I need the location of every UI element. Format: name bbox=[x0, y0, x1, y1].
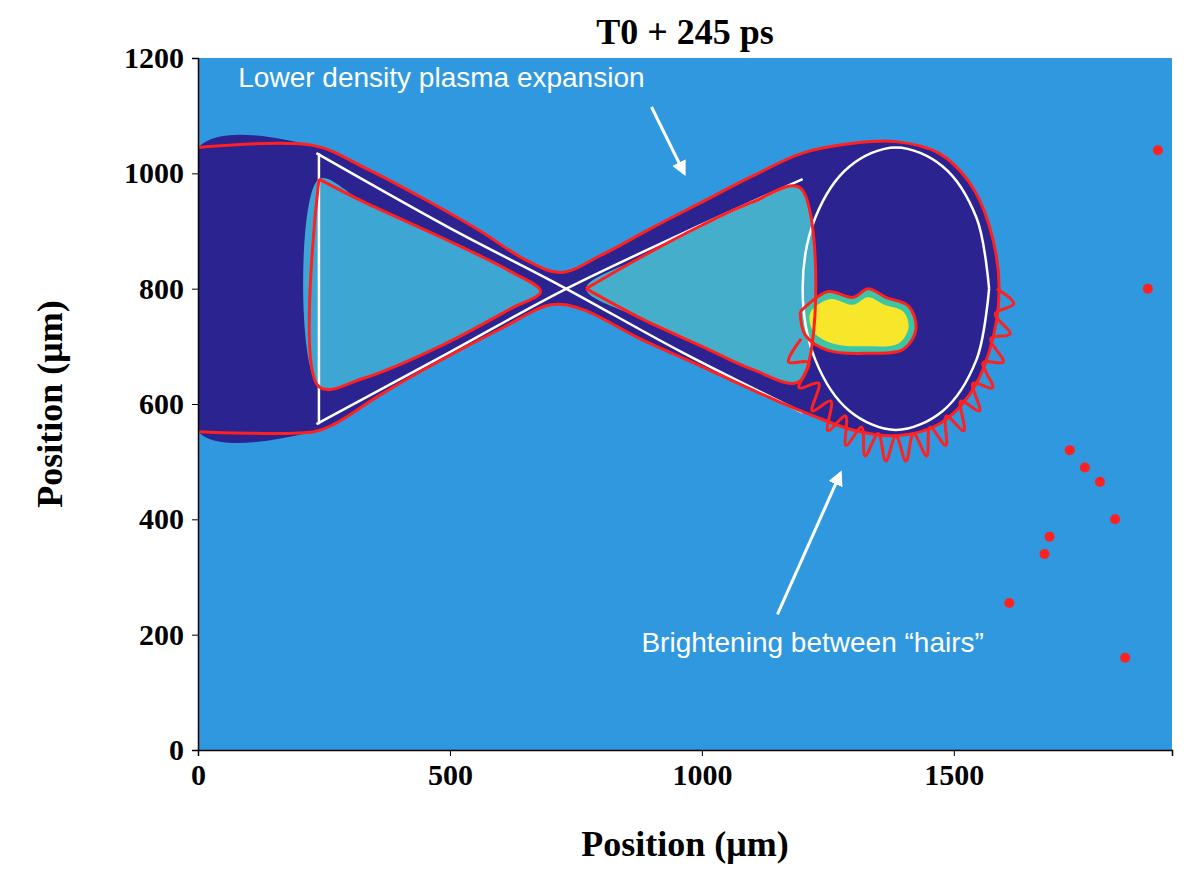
annotation-arrow bbox=[651, 107, 684, 173]
x-tick-mark bbox=[954, 750, 955, 756]
speck-point bbox=[1153, 145, 1163, 155]
y-axis-line bbox=[192, 59, 199, 751]
chart-title: T0 + 245 ps bbox=[596, 12, 774, 52]
x-tick-mark bbox=[450, 750, 451, 756]
image-region bbox=[586, 186, 816, 384]
y-tick: 0 bbox=[169, 733, 198, 766]
y-tick: 1200 bbox=[124, 41, 198, 74]
y-tick-mark bbox=[192, 58, 198, 59]
x-tick: 500 bbox=[428, 750, 473, 791]
y-tick-mark bbox=[192, 519, 198, 520]
x-axis: 0 500 1000 1500 bbox=[191, 750, 1173, 791]
chart-svg: 0 500 1000 1500 0 200 400 600 800 1000 1200 T0 + 24… bbox=[0, 0, 1184, 888]
y-tick-mark bbox=[192, 289, 198, 290]
y-tick: 1000 bbox=[124, 156, 198, 189]
contour-line bbox=[198, 141, 999, 436]
annotation-text: Lower density plasma expansion bbox=[238, 62, 644, 93]
chart-container: 0 500 1000 1500 0 200 400 600 800 1000 1200 T0 + 24… bbox=[0, 0, 1184, 888]
image-region bbox=[799, 289, 916, 354]
contour-line bbox=[803, 147, 989, 430]
x-axis-title: Position (μm) bbox=[581, 824, 788, 864]
y-tick-label: 800 bbox=[139, 272, 184, 305]
y-tick-label: 600 bbox=[139, 387, 184, 420]
y-tick-label: 0 bbox=[169, 733, 184, 766]
contour-line bbox=[788, 289, 1013, 461]
x-tick: 0 bbox=[191, 750, 206, 791]
image-region bbox=[809, 297, 908, 346]
annotation-arrow bbox=[777, 473, 840, 614]
speck-point bbox=[1120, 653, 1130, 663]
y-tick: 600 bbox=[139, 387, 198, 420]
y-tick-mark bbox=[192, 404, 198, 405]
x-axis-line bbox=[199, 751, 1173, 757]
y-axis: 0 200 400 600 800 1000 1200 bbox=[124, 41, 199, 766]
y-tick-label: 1000 bbox=[124, 156, 184, 189]
image-region bbox=[198, 135, 999, 443]
contour-line bbox=[316, 153, 802, 413]
x-tick-label: 500 bbox=[428, 758, 473, 791]
speck-point bbox=[1045, 532, 1055, 542]
speck-point bbox=[1004, 598, 1014, 608]
y-tick-mark bbox=[192, 635, 198, 636]
contour-line bbox=[309, 179, 540, 390]
y-tick: 400 bbox=[139, 502, 198, 535]
y-tick: 800 bbox=[139, 272, 198, 305]
speck-point bbox=[1065, 445, 1075, 455]
contour-line bbox=[316, 179, 802, 424]
speck-point bbox=[1143, 284, 1153, 294]
contour-line bbox=[800, 289, 916, 354]
annotation-text: Brightening between “hairs” bbox=[641, 627, 983, 658]
x-tick-mark bbox=[702, 750, 703, 756]
y-tick-mark bbox=[192, 750, 198, 751]
speck-point bbox=[1095, 477, 1105, 487]
x-tick-label: 1000 bbox=[672, 758, 732, 791]
y-tick-label: 200 bbox=[139, 618, 184, 651]
x-tick: 1500 bbox=[924, 750, 984, 791]
y-tick-mark bbox=[192, 173, 198, 174]
x-tick-label: 1500 bbox=[924, 758, 984, 791]
speck-point bbox=[1040, 549, 1050, 559]
contour-line bbox=[586, 186, 816, 384]
image-marks bbox=[198, 135, 1163, 663]
y-tick-label: 400 bbox=[139, 502, 184, 535]
speck-point bbox=[1080, 462, 1090, 472]
annotations: Lower density plasma expansion Brightenin… bbox=[238, 62, 984, 658]
y-tick-label: 1200 bbox=[124, 41, 184, 74]
x-tick-label: 0 bbox=[191, 758, 206, 791]
image-region bbox=[303, 178, 541, 390]
speck-point bbox=[1110, 514, 1120, 524]
y-axis-title: Position (μm) bbox=[30, 300, 70, 507]
y-tick: 200 bbox=[139, 618, 198, 651]
x-tick: 1000 bbox=[672, 750, 732, 791]
